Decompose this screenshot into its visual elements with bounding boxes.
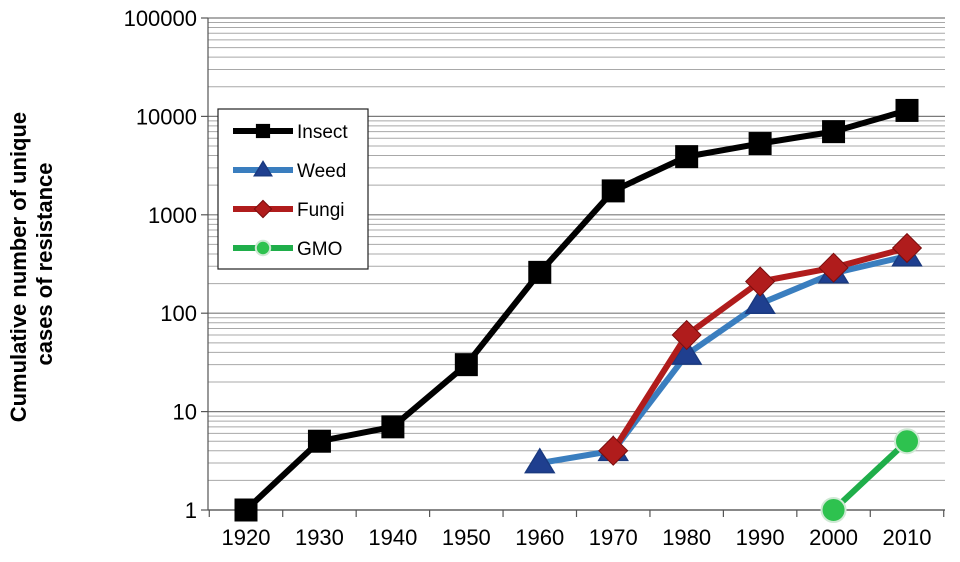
- series-line-insect: [243, 107, 908, 513]
- y-tick-label: 1000: [148, 203, 197, 228]
- series-line-gmo: [831, 439, 910, 513]
- data-point-insect: [675, 145, 699, 169]
- y-axis-title-line-1: Cumulative number of unique: [6, 112, 31, 422]
- legend-label-insect: Insect: [297, 122, 348, 143]
- data-point-weed: [744, 288, 776, 314]
- y-tick-label: 100: [160, 301, 197, 326]
- data-point-insect: [528, 260, 552, 284]
- data-point-gmo: [894, 428, 920, 455]
- x-tick-label: 1960: [515, 525, 564, 550]
- legend-box: [217, 108, 369, 270]
- y-axis-title-line-2: cases of resistance: [32, 162, 57, 365]
- y-tick-label: 10: [173, 400, 197, 425]
- x-tick-label: 1970: [589, 525, 638, 550]
- series-gmo: [820, 428, 920, 523]
- data-point-insect: [895, 98, 919, 122]
- x-tick-label: 1940: [368, 525, 417, 550]
- legend-marker-insect: [255, 123, 271, 139]
- series-line-weed: [539, 253, 908, 467]
- x-tick-label: 2000: [809, 525, 858, 550]
- data-point-insect: [454, 353, 478, 377]
- legend-marker-fungi: [253, 199, 273, 219]
- data-point-fungi: [818, 252, 849, 283]
- x-tick-label: 1990: [736, 525, 785, 550]
- y-axis-title: Cumulative number of unique cases of res…: [6, 106, 57, 423]
- legend-marker-weed: [253, 160, 273, 177]
- tick-labels: 1920 1930 1940 1950 1960 1970 1980 1990 2000 2010…: [124, 6, 932, 550]
- data-point-insect: [307, 429, 331, 453]
- series-insect: [234, 98, 919, 522]
- data-point-fungi: [671, 319, 702, 351]
- x-tick-label: 2010: [883, 525, 932, 550]
- data-point-fungi: [891, 232, 923, 264]
- data-point-insect: [748, 132, 772, 156]
- legend-label-gmo: GMO: [297, 239, 342, 260]
- data-point-insect: [601, 179, 625, 203]
- legend-label-fungi: Fungi: [297, 200, 345, 221]
- y-tick-label: 100000: [124, 6, 197, 31]
- data-point-gmo: [820, 497, 847, 523]
- y-tick-label: 10000: [136, 104, 197, 129]
- data-point-insect: [822, 120, 846, 144]
- data-point-fungi: [745, 266, 776, 297]
- data-point-fungi: [598, 435, 629, 466]
- x-tick-label: 1920: [222, 525, 271, 550]
- legend-label-weed: Weed: [297, 161, 346, 182]
- legend-marker-gmo: [254, 239, 272, 257]
- series-weed: [524, 240, 923, 474]
- y-tick-label: 1: [185, 498, 197, 523]
- data-point-insect: [234, 498, 258, 522]
- data-point-weed: [670, 338, 703, 365]
- series-fungi: [598, 232, 923, 466]
- data-point-insect: [381, 415, 405, 439]
- x-tick-label: 1930: [295, 525, 344, 550]
- data-point-weed: [524, 447, 556, 474]
- gridlines: [208, 17, 945, 511]
- x-tick-label: 1950: [442, 525, 491, 550]
- x-tick-label: 1980: [662, 525, 711, 550]
- legend: Insect Weed Fungi GMO: [217, 108, 369, 270]
- series: [234, 98, 923, 523]
